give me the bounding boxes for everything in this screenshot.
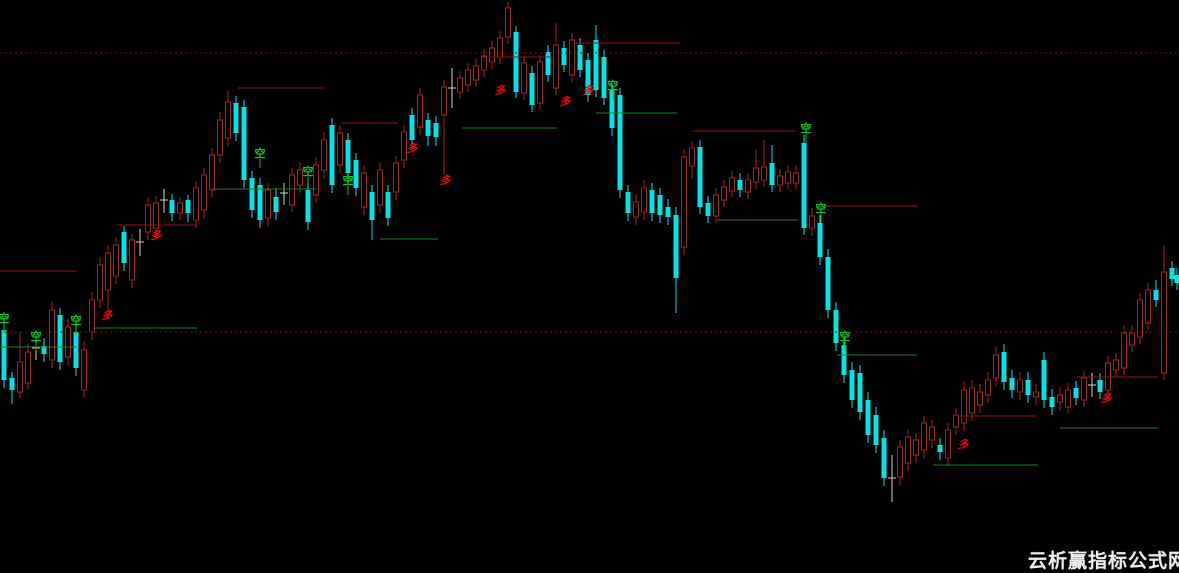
- short-signal-marker-glyph: 空: [31, 329, 42, 343]
- resistance-levels: [0, 42, 1158, 417]
- long-signal-marker-glyph: 多: [407, 142, 419, 155]
- short-signal-marker-glyph: 空: [71, 313, 82, 327]
- short-signal-marker-glyph: 空: [608, 78, 619, 92]
- long-signal-marker-glyph: 多: [560, 95, 572, 108]
- watermark: 云析赢指标公式网: [1028, 551, 1179, 572]
- long-signal-marker-glyph: 多: [151, 229, 163, 242]
- short-signal-marker-glyph: 空: [816, 201, 827, 215]
- short-signal-marker-glyph: 空: [801, 121, 812, 135]
- short-signal-marker-glyph: 空: [0, 311, 10, 325]
- long-signal-marker-glyph: 多: [583, 84, 595, 97]
- short-signal-marker-glyph: 空: [343, 173, 354, 187]
- long-signal-marker-glyph: 多: [102, 309, 114, 322]
- long-signal-marker-glyph: 多: [495, 84, 507, 97]
- long-signal-marker-glyph: 多: [958, 438, 970, 451]
- short-signal-marker-glyph: 空: [840, 329, 851, 343]
- dashed-levels: [0, 52, 1179, 333]
- short-signal-marker-glyph: 空: [303, 164, 314, 178]
- support-levels: [0, 112, 1158, 466]
- short-signal-marker-glyph: 空: [255, 146, 266, 160]
- long-signal-marker-glyph: 多: [440, 174, 452, 187]
- candles: [1, 2, 1179, 502]
- long-signal-marker-glyph: 多: [1101, 392, 1113, 405]
